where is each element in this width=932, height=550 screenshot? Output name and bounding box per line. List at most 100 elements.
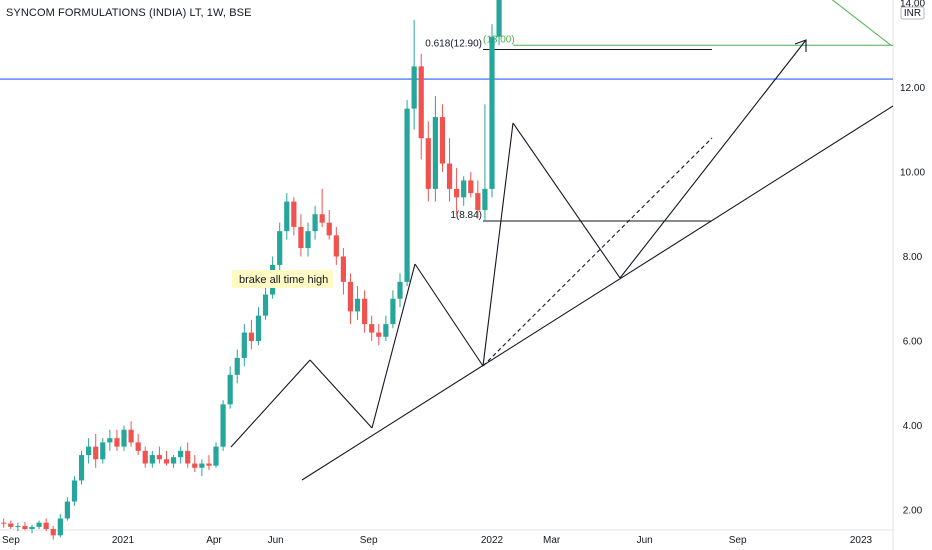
candle-body <box>404 108 410 282</box>
candle-body <box>64 501 70 519</box>
candle-body <box>178 450 184 458</box>
candle-body <box>220 404 226 447</box>
y-tick-label: 8.00 <box>903 252 923 263</box>
candle-body <box>354 298 361 312</box>
candle-body <box>135 442 141 451</box>
candle-body <box>199 463 205 468</box>
candle-body <box>376 332 382 337</box>
candle-body <box>262 294 269 316</box>
arrow-head <box>794 39 807 52</box>
candle-body <box>86 446 92 456</box>
annotation-box <box>232 270 333 288</box>
candle-body <box>305 231 311 249</box>
x-tick-label: Sep <box>360 535 378 546</box>
chart-title: SYNCOM FORMULATIONS (INDIA) LT, 1W, BSE <box>6 7 252 19</box>
candle-body <box>489 36 495 189</box>
y-tick-label: 6.00 <box>903 337 923 348</box>
wave-segment <box>512 122 621 279</box>
candle-body <box>241 332 247 358</box>
candle-body <box>340 256 346 282</box>
candle-body <box>291 201 297 227</box>
wave-segment <box>371 263 416 429</box>
candle-body <box>475 193 481 211</box>
candle-body <box>397 281 403 299</box>
candle-body <box>284 201 290 232</box>
green-trend-line <box>831 0 892 46</box>
candle-body <box>362 298 368 325</box>
candle-body <box>454 188 460 198</box>
candle-body <box>255 315 262 341</box>
candle-body <box>227 374 233 405</box>
y-tick-label: 12.00 <box>900 83 925 94</box>
dashed-projection-line <box>482 137 713 367</box>
candle-body <box>482 188 488 211</box>
candle-body <box>326 222 332 236</box>
currency-box <box>900 6 925 20</box>
candle-body <box>468 180 474 194</box>
candle-body <box>347 281 354 312</box>
candle-body <box>234 357 240 375</box>
candle-body <box>432 117 438 189</box>
candle-body <box>383 324 389 337</box>
candle-body <box>1 522 7 524</box>
candle-body <box>156 455 162 460</box>
candle-body <box>418 66 424 139</box>
x-tick-label: Sep <box>729 535 747 546</box>
candle-body <box>36 522 42 527</box>
candle-body <box>15 526 21 528</box>
wave-segment <box>414 263 484 367</box>
x-tick-label: 2023 <box>850 535 873 546</box>
candle-body <box>369 324 375 333</box>
candle-body <box>142 450 148 464</box>
x-tick-label: Apr <box>206 535 222 546</box>
candle-body <box>185 450 191 464</box>
candle-body <box>461 180 467 198</box>
candle-body <box>71 480 78 502</box>
x-tick-label: 2021 <box>112 535 135 546</box>
candle-body <box>390 298 396 325</box>
candle-body <box>333 235 339 257</box>
candle-body <box>93 446 99 460</box>
x-tick-label: Sep <box>2 535 20 546</box>
candle-body <box>439 117 446 164</box>
candle-body <box>57 518 63 536</box>
candle-body <box>107 438 113 443</box>
support-trend-line <box>301 105 894 481</box>
candle-body <box>121 429 127 447</box>
fib-label-1-lower: 1(8.84) <box>450 210 482 221</box>
candle-body <box>298 226 304 249</box>
candle-body <box>248 332 254 341</box>
candle-body <box>213 446 219 466</box>
candle-body <box>496 0 502 37</box>
wave-segment <box>309 359 373 429</box>
candle-body <box>149 455 155 464</box>
y-tick-label: 4.00 <box>903 421 923 432</box>
candle-body <box>425 138 431 189</box>
candle-body <box>114 438 120 447</box>
candle-body <box>312 214 318 232</box>
wave-segment <box>482 122 514 367</box>
candle-body <box>50 529 56 536</box>
candle-body <box>192 463 198 468</box>
x-tick-label: Jun <box>637 535 653 546</box>
candle-body <box>22 526 28 530</box>
fib-label-0618: 0.618(12.90) <box>425 38 482 49</box>
x-tick-label: Mar <box>543 535 561 546</box>
candle-body <box>43 522 49 530</box>
currency-label: INR <box>904 8 921 19</box>
y-tick-label: 14.00 <box>900 0 925 10</box>
annotation-text: brake all time high <box>239 274 328 286</box>
candle-body <box>8 523 14 527</box>
candle-body <box>29 526 35 530</box>
candle-body <box>128 429 134 443</box>
candle-body <box>170 457 177 464</box>
x-tick-label: Jun <box>268 535 284 546</box>
candle-body <box>446 163 453 189</box>
x-tick-label: 2022 <box>481 535 504 546</box>
candle-body <box>411 66 417 109</box>
candle-body <box>319 214 325 223</box>
wave-segment <box>230 359 311 448</box>
candle-body <box>163 459 170 464</box>
candle-body <box>100 442 106 460</box>
